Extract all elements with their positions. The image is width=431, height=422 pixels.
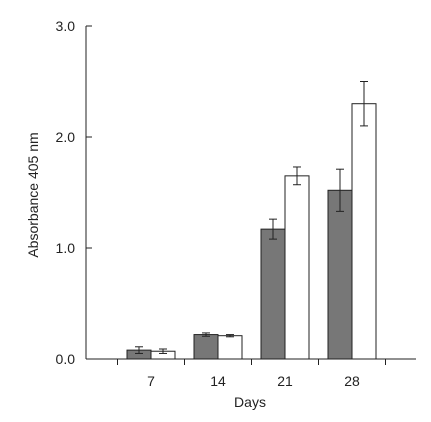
bar <box>351 103 377 360</box>
y-tick-label: 1.0 <box>56 240 76 256</box>
bar <box>217 335 243 360</box>
y-axis-title: Absorbance 405 nm <box>25 132 41 257</box>
bar <box>284 175 310 360</box>
x-axis-ticks: 7 14 21 28 <box>117 359 386 389</box>
x-tick-label: 28 <box>344 373 360 389</box>
y-tick-label: 2.0 <box>56 129 76 145</box>
y-tick-label: 0.0 <box>56 351 76 367</box>
x-axis-title: Days <box>234 394 266 410</box>
bar-series <box>126 103 377 360</box>
bar <box>260 228 286 360</box>
y-axis-ticks: 0.0 1.0 2.0 3.0 <box>56 18 92 367</box>
bar <box>193 334 219 360</box>
x-tick-label: 7 <box>147 373 155 389</box>
y-tick-label: 3.0 <box>56 18 76 34</box>
x-tick-label: 14 <box>210 373 226 389</box>
error-bars <box>135 81 368 354</box>
x-tick-label: 21 <box>277 373 293 389</box>
bar <box>327 189 353 360</box>
